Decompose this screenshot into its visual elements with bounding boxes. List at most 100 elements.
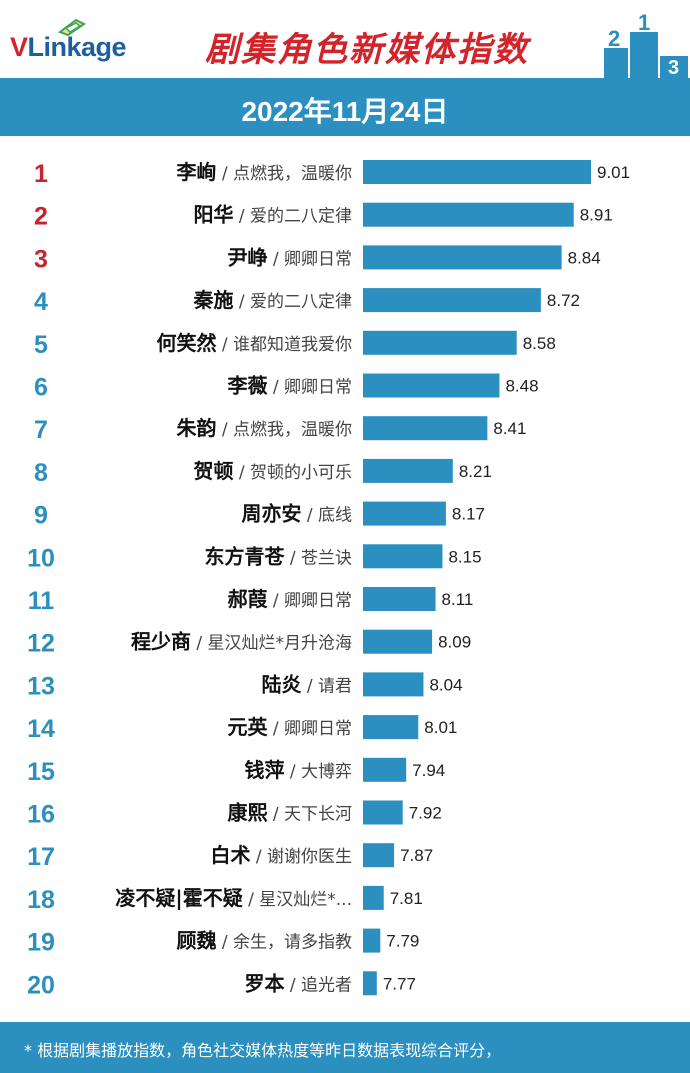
ranking-bar-chart: 1 李峋 / 点燃我，温暖你 9.01 2 阳华 / 爱的二八定律 8.91 3 尹峥 / 卿… — [27, 160, 630, 999]
character-name: 郝葭 — [227, 587, 268, 611]
drama-name: 卿卿日常 — [284, 378, 352, 398]
drama-name: 谁都知道我爱你 — [233, 335, 352, 355]
bar — [363, 629, 433, 654]
logo-letters: Linkage — [27, 32, 127, 62]
character-name: 东方青苍 — [204, 544, 285, 568]
label-separator: / — [243, 890, 260, 910]
drama-name: 点燃我，温暖你 — [233, 420, 352, 440]
date-banner: 2022年11月24日 — [0, 78, 690, 136]
label-separator: / — [216, 164, 233, 184]
bar — [363, 160, 591, 184]
rank-label: 11 — [28, 587, 55, 615]
row-label: 凌不疑|霍不疑 / 星汉灿烂*... — [115, 886, 352, 910]
character-name: 陆炎 — [261, 672, 301, 696]
value-label: 8.09 — [438, 633, 471, 652]
character-name: 李薇 — [226, 374, 267, 398]
drama-name: 请君 — [318, 676, 352, 696]
logo-mark-icon — [58, 18, 86, 36]
label-separator: / — [284, 762, 301, 782]
character-name: 何笑然 — [156, 331, 216, 355]
row-label: 何笑然 / 谁都知道我爱你 — [156, 331, 352, 355]
character-name: 尹峥 — [227, 245, 267, 269]
row-label: 康熙 / 天下长河 — [227, 801, 352, 825]
character-name: 贺顿 — [193, 459, 233, 483]
row-label: 郝葭 / 卿卿日常 — [227, 587, 352, 611]
bar — [363, 245, 562, 270]
value-label: 8.11 — [442, 590, 474, 609]
date-label: 2022年11月24日 — [241, 96, 449, 127]
row-label: 白术 / 谢谢你医生 — [210, 843, 352, 867]
label-separator: / — [233, 463, 250, 483]
label-separator: / — [191, 634, 208, 654]
character-name: 周亦安 — [241, 502, 301, 526]
row-label: 李峋 / 点燃我，温暖你 — [175, 160, 352, 184]
bar — [363, 800, 403, 825]
drama-name: 卿卿日常 — [284, 249, 352, 269]
row-label: 朱韵 / 点燃我，温暖你 — [176, 416, 352, 440]
rank-label: 20 — [27, 971, 55, 999]
row-label: 元英 / 卿卿日常 — [227, 715, 352, 739]
character-name: 秦施 — [192, 288, 233, 312]
row-label: 李薇 / 卿卿日常 — [226, 374, 352, 398]
rank-label: 3 — [34, 245, 48, 273]
bar — [363, 757, 407, 782]
rank-label: 16 — [27, 801, 55, 829]
podium-3: 3 — [668, 57, 679, 78]
rank-label: 8 — [34, 459, 48, 487]
value-label: 7.81 — [390, 889, 423, 908]
label-separator: / — [301, 676, 318, 696]
logo-letter-v: V — [10, 32, 28, 62]
rank-label: 9 — [34, 502, 48, 530]
rank-label: 7 — [34, 416, 48, 444]
value-label: 8.84 — [568, 248, 601, 267]
character-name: 钱萍 — [244, 758, 284, 782]
value-label: 7.94 — [412, 761, 445, 780]
drama-name: 天下长河 — [284, 805, 352, 825]
drama-name: 爱的二八定律 — [250, 207, 352, 227]
drama-name: 卿卿日常 — [284, 591, 352, 611]
label-separator: / — [284, 975, 301, 995]
drama-name: 谢谢你医生 — [267, 847, 352, 867]
row-label: 贺顿 / 贺顿的小可乐 — [193, 459, 352, 483]
character-name: 程少商 — [131, 630, 191, 654]
character-name: 阳华 — [193, 203, 233, 227]
value-label: 8.41 — [493, 419, 526, 438]
drama-name: 苍兰诀 — [301, 548, 352, 568]
rank-label: 6 — [34, 374, 48, 402]
value-label: 7.77 — [383, 974, 416, 993]
character-name: 元英 — [227, 715, 268, 739]
value-label: 7.79 — [386, 932, 419, 951]
label-separator: / — [233, 292, 250, 312]
drama-name: 追光者 — [301, 975, 352, 995]
rank-label: 13 — [27, 672, 55, 700]
rank-label: 17 — [27, 843, 55, 871]
rank-label: 2 — [34, 203, 48, 231]
drama-name: 余生，请多指教 — [233, 933, 352, 953]
rank-label: 10 — [27, 544, 55, 572]
page-title: 剧集角色新媒体指数 — [205, 30, 529, 70]
rank-label: 19 — [27, 929, 55, 957]
label-separator: / — [267, 249, 284, 269]
rank-label: 18 — [27, 886, 55, 914]
bar — [363, 971, 377, 996]
row-label: 罗本 / 追光者 — [244, 971, 352, 995]
row-label: 钱萍 / 大博弈 — [244, 758, 352, 782]
rank-label: 15 — [27, 758, 55, 786]
label-separator: / — [216, 420, 233, 440]
label-separator: / — [233, 207, 250, 227]
drama-name: 贺顿的小可乐 — [250, 463, 352, 483]
row-label: 阳华 / 爱的二八定律 — [193, 203, 352, 227]
drama-name: 星汉灿烂*月升沧海 — [208, 634, 353, 654]
rank-label: 4 — [34, 288, 48, 316]
value-label: 9.01 — [597, 163, 630, 182]
rank-label: 1 — [34, 160, 48, 188]
value-label: 8.15 — [448, 547, 481, 566]
drama-name: 点燃我，温暖你 — [233, 164, 352, 184]
row-label: 秦施 / 爱的二八定律 — [192, 288, 352, 312]
character-name: 顾魏 — [176, 929, 216, 953]
value-label: 8.17 — [452, 505, 485, 524]
bar — [363, 330, 517, 355]
label-separator: / — [267, 591, 284, 611]
character-name: 李峋 — [175, 160, 216, 184]
label-separator: / — [284, 548, 301, 568]
